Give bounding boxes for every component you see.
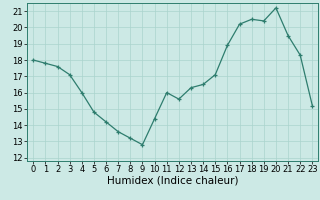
X-axis label: Humidex (Indice chaleur): Humidex (Indice chaleur): [107, 176, 238, 186]
